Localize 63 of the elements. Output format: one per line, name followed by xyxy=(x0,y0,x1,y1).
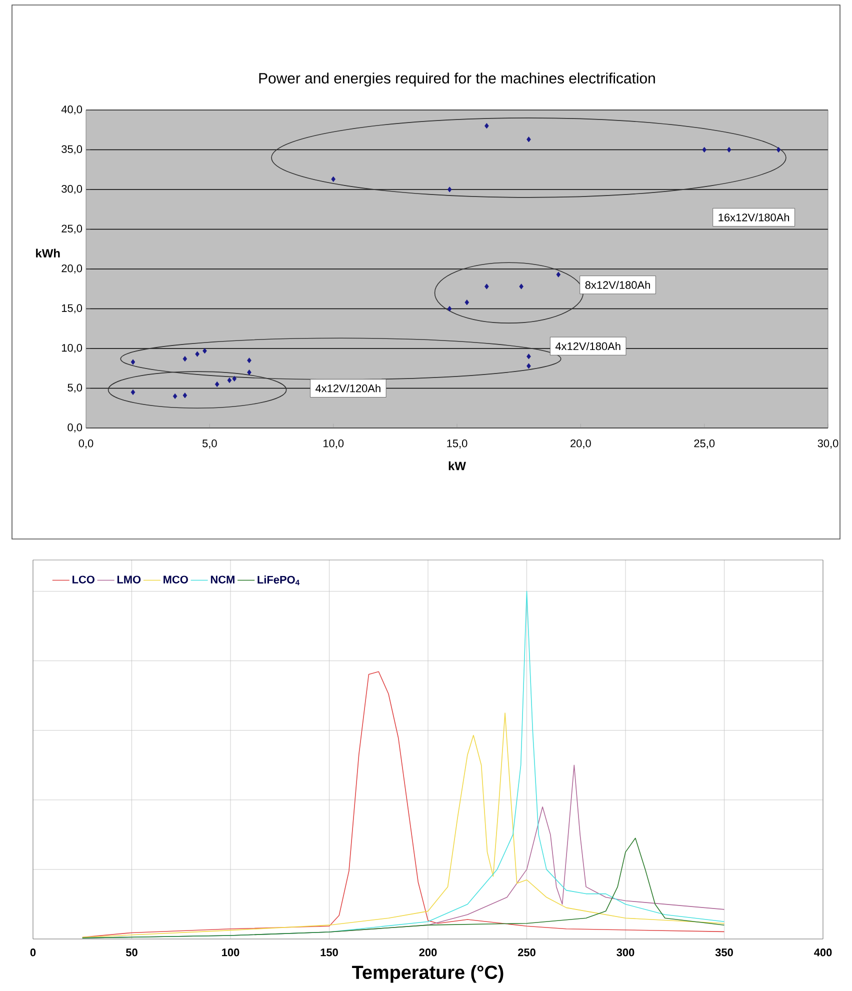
y-tick-label: 15,0 xyxy=(62,304,82,314)
annotation: 8x12V/180Ah xyxy=(585,280,650,289)
y-tick-label: 40,0 xyxy=(61,105,82,115)
legend-label: LCO xyxy=(72,576,94,584)
y-tick-label: 5,0 xyxy=(68,384,82,393)
y-tick-label: 30,0 xyxy=(62,184,82,194)
point xyxy=(195,351,200,357)
chart-title: Power and energies required for the machines electrification xyxy=(259,72,655,86)
annotation: 4x12V/120Ah xyxy=(316,384,380,392)
x-tick-label: 20,0 xyxy=(570,440,591,449)
annotation: 16x12V/180Ah xyxy=(718,213,790,222)
x-tick-label: 150 xyxy=(320,948,338,956)
x-tick-label: 400 xyxy=(814,948,832,956)
x-tick-label: 30,0 xyxy=(818,440,838,449)
x-tick-label: 15,0 xyxy=(447,440,468,449)
point xyxy=(447,186,452,192)
point xyxy=(214,381,220,388)
x-tick-label: 250 xyxy=(518,948,536,956)
legend-label: LiFePO$_{4}$ xyxy=(258,576,300,586)
x-tick-label: 0,0 xyxy=(78,440,94,449)
x-axis-title: Temperature (°C) xyxy=(352,965,504,983)
point xyxy=(232,376,237,382)
point xyxy=(130,359,136,365)
x-axis-title: kW xyxy=(448,461,466,470)
point xyxy=(227,377,232,384)
point xyxy=(726,146,732,153)
point xyxy=(519,284,524,290)
point xyxy=(130,389,136,396)
y-tick-label: 10,0 xyxy=(62,344,82,354)
point xyxy=(202,348,207,354)
point xyxy=(172,393,178,399)
annotation: 4x12V/180Ah xyxy=(555,342,620,350)
point xyxy=(182,392,188,398)
point xyxy=(331,176,336,182)
point xyxy=(464,300,470,306)
point xyxy=(182,356,188,362)
y-tick-label: 35,0 xyxy=(62,145,82,154)
point xyxy=(484,284,489,290)
point xyxy=(526,363,531,369)
x-tick-label: 350 xyxy=(715,948,733,956)
y-tick-label: 25,0 xyxy=(62,224,82,234)
point xyxy=(526,354,531,360)
legend-label: NCM xyxy=(210,576,234,584)
point xyxy=(526,136,531,142)
point xyxy=(247,358,252,364)
point xyxy=(484,123,489,129)
x-tick-label: 10,0 xyxy=(324,440,344,449)
point xyxy=(556,272,561,278)
y-tick-label: 0,0 xyxy=(68,423,82,433)
legend-label: MCO xyxy=(164,576,188,584)
y-axis-title: kWh xyxy=(36,248,60,258)
x-tick-label: 300 xyxy=(616,948,634,956)
point xyxy=(447,306,452,312)
x-tick-label: 25,0 xyxy=(694,440,715,449)
x-tick-label: 5,0 xyxy=(202,440,217,449)
y-tick-label: 20,0 xyxy=(62,264,82,274)
x-tick-label: 0 xyxy=(30,948,36,956)
x-tick-label: 200 xyxy=(419,948,437,956)
x-tick-label: 50 xyxy=(126,948,138,956)
legend-label: LMO xyxy=(117,576,141,584)
point xyxy=(776,146,781,153)
x-tick-label: 100 xyxy=(222,948,240,956)
point xyxy=(247,370,252,376)
